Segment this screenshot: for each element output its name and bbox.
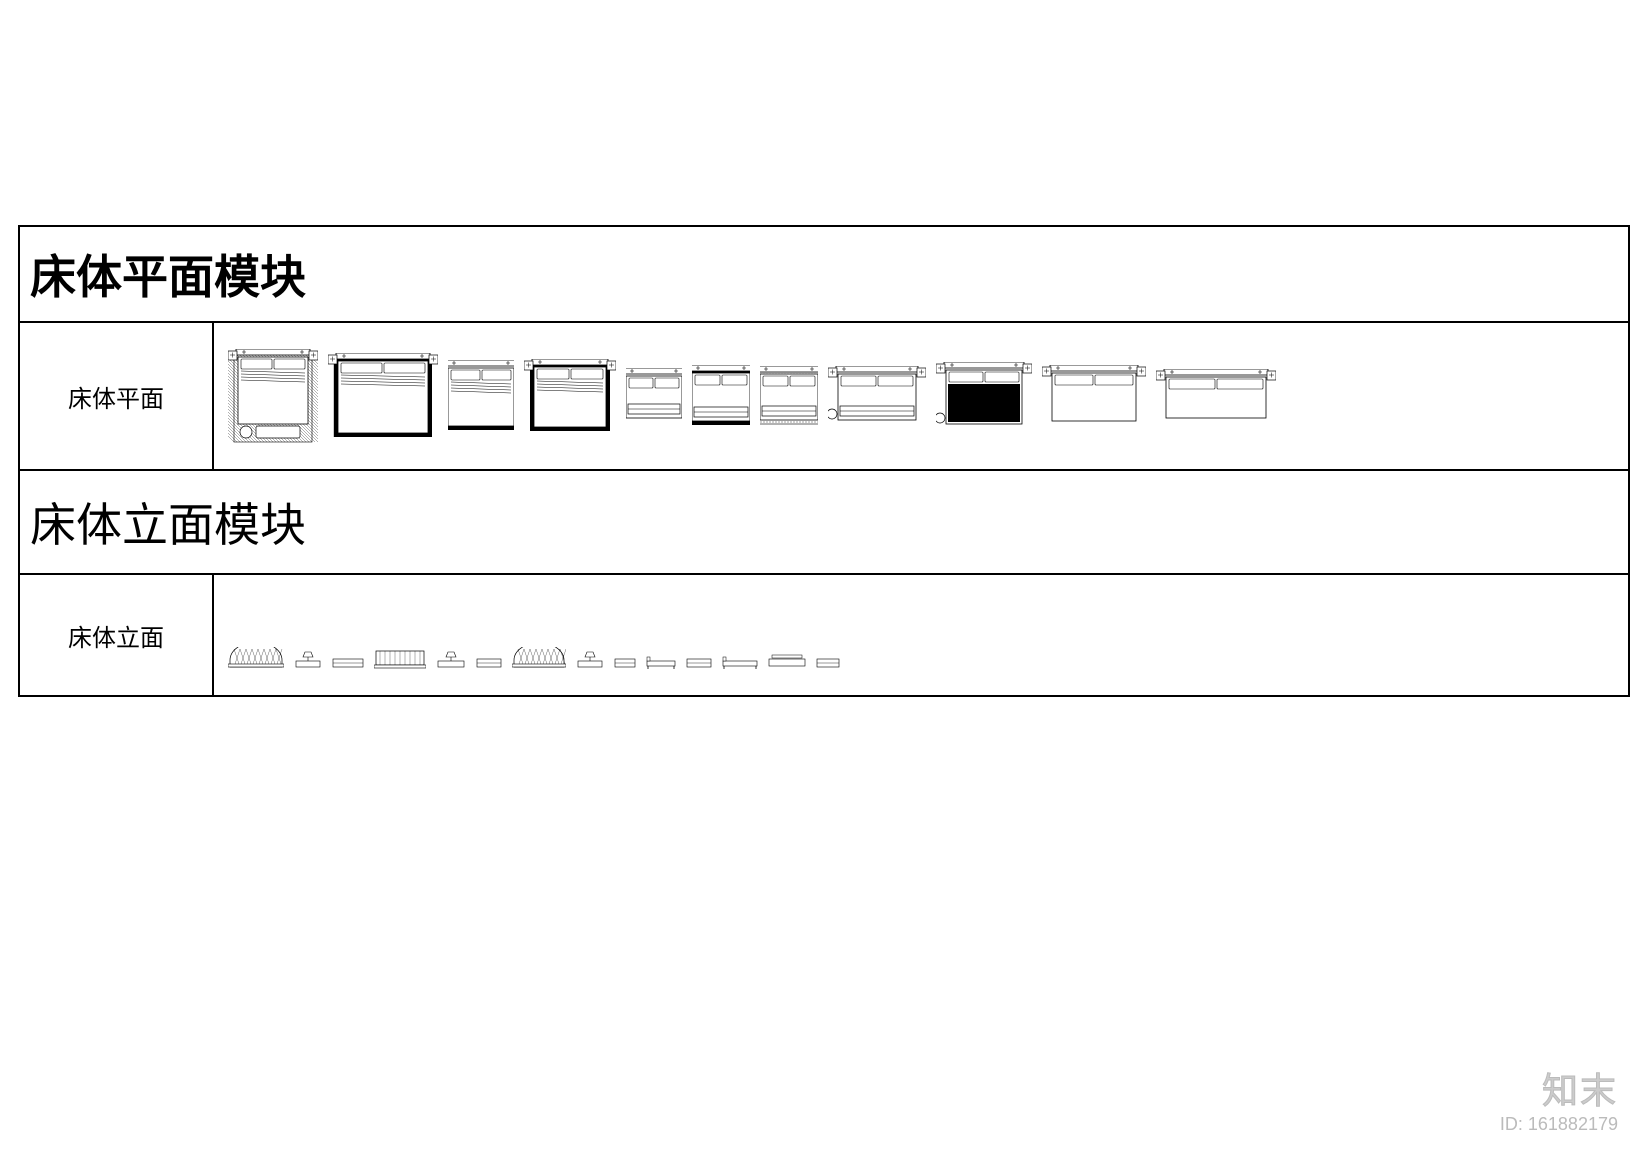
bed-plan-thumbnail (328, 353, 438, 439)
plan-thumbnails-row (214, 323, 1628, 469)
watermark-logo: 知末 (1500, 1062, 1618, 1114)
bed-elevation-thumbnail (374, 649, 426, 669)
bed-plan-thumbnail (760, 366, 818, 426)
bed-elevation-thumbnail (512, 647, 566, 669)
section-1-row: 床体平面 (20, 323, 1628, 471)
catalog-container: 床体平面模块 床体平面 床体立面模块 床体立面 (18, 225, 1630, 697)
bed-elevation-thumbnail (722, 655, 758, 669)
bed-plan-thumbnail (1042, 365, 1146, 427)
bed-plan-thumbnail (692, 365, 750, 427)
bed-elevation-thumbnail (646, 655, 676, 669)
bed-elevation-thumbnail (228, 647, 284, 669)
watermark-id: ID: 161882179 (1500, 1114, 1618, 1135)
section-2-row-label-cell: 床体立面 (20, 575, 214, 695)
bed-plan-thumbnail (1156, 369, 1276, 424)
watermark: 知末 ID: 161882179 (1500, 1062, 1618, 1135)
section-1-row-label-cell: 床体平面 (20, 323, 214, 469)
bed-elevation-thumbnail (436, 651, 466, 669)
bed-elevation-thumbnail (476, 653, 502, 669)
bed-elevation-thumbnail (576, 651, 604, 669)
section-1-title-text: 床体平面模块 (30, 251, 306, 303)
section-2-row: 床体立面 (20, 575, 1628, 695)
bed-elevation-thumbnail (332, 651, 364, 669)
section-2-title: 床体立面模块 (20, 471, 1628, 575)
bed-plan-thumbnail (228, 349, 318, 444)
bed-elevation-thumbnail (686, 655, 712, 669)
section-2-row-label: 床体立面 (68, 618, 164, 653)
section-1-row-label: 床体平面 (68, 379, 164, 414)
bed-elevation-thumbnail (816, 655, 840, 669)
bed-plan-thumbnail (626, 368, 682, 424)
bed-plan-thumbnail (448, 360, 514, 432)
bed-elevation-thumbnail (614, 655, 636, 669)
bed-plan-thumbnail (524, 359, 616, 433)
section-1-title: 床体平面模块 (20, 227, 1628, 323)
bed-plan-thumbnail (828, 366, 926, 426)
bed-elevation-thumbnail (294, 651, 322, 669)
elevation-thumbnails-row (214, 575, 1628, 695)
section-2-title-text: 床体立面模块 (30, 500, 306, 551)
bed-elevation-thumbnail (768, 653, 806, 669)
bed-plan-thumbnail (936, 362, 1032, 430)
